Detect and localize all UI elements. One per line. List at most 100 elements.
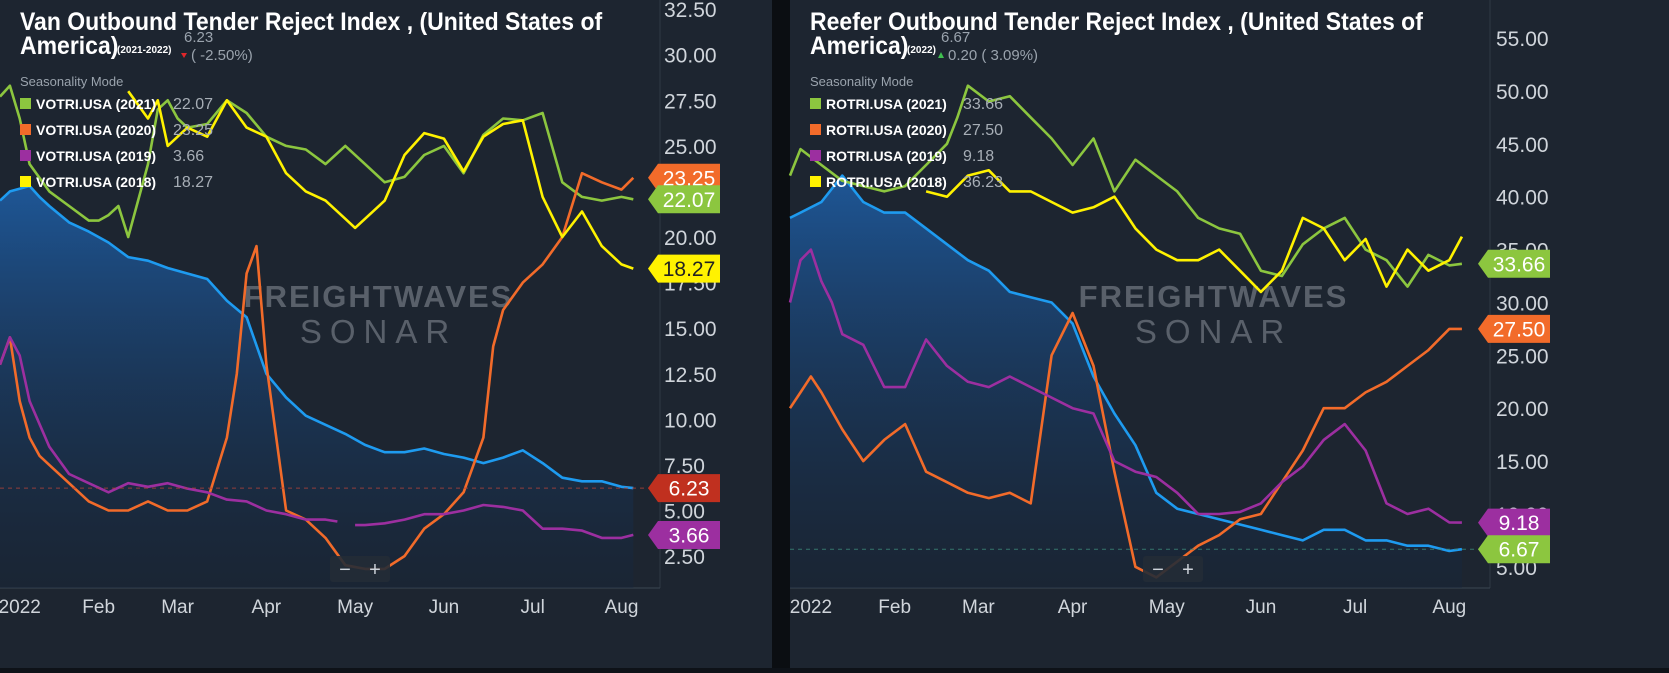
y-tick-label: 15.00: [664, 318, 717, 341]
chart-title-line-2: America): [810, 32, 908, 60]
legend-series-name: ROTRI.USA (2021): [826, 96, 947, 112]
subtitle-range: (2022): [907, 45, 936, 56]
series-line-0: [0, 184, 634, 490]
chart-title-line-1: Reefer Outbound Tender Reject Index , (U…: [810, 8, 1424, 36]
end-value-tag: [648, 185, 720, 214]
legend-series-name: ROTRI.USA (2020): [826, 122, 947, 138]
current-value: 6.67: [941, 29, 970, 46]
end-value-tag: [1478, 249, 1550, 278]
legend-series-name: VOTRI.USA (2018): [36, 174, 156, 190]
x-tick-label: Aug: [1432, 597, 1466, 618]
zoom-out-button[interactable]: −: [339, 559, 351, 581]
y-tick-label: 20.00: [664, 227, 717, 250]
legend-series-value: 18.27: [173, 174, 213, 191]
x-tick-label: Jun: [429, 597, 460, 618]
series-line-1: [788, 84, 1463, 288]
x-tick-label: Jul: [1343, 597, 1367, 618]
series-line-2: [788, 311, 1462, 579]
zoom-out-button[interactable]: −: [1152, 559, 1164, 581]
end-value-tag: [648, 254, 720, 283]
legend-swatch: [810, 98, 821, 109]
legend-series-value: 33.66: [963, 96, 1003, 113]
legend-item[interactable]: VOTRI.USA (2019) 3.66: [20, 148, 204, 165]
y-tick-label: 30.00: [1496, 292, 1549, 315]
y-tick-label: 50.00: [1496, 81, 1549, 104]
legend-series-name: ROTRI.USA (2019): [826, 148, 947, 164]
legend-series-value: 22.07: [173, 96, 213, 113]
y-tick-label: 7.50: [664, 455, 705, 478]
subtitle-range: (2021-2022): [117, 45, 171, 56]
legend-item[interactable]: VOTRI.USA (2021) 22.07: [20, 96, 213, 113]
y-tick-label: 2.50: [664, 546, 705, 569]
legend-series-value: 23.25: [173, 122, 213, 139]
legend-item[interactable]: ROTRI.USA (2019) 9.18: [810, 148, 994, 165]
end-value-tag-label: 6.23: [669, 478, 710, 501]
legend-item[interactable]: VOTRI.USA (2020) 23.25: [20, 122, 213, 139]
y-tick-label: 45.00: [1496, 134, 1549, 157]
chart-title-line-2: America): [20, 32, 118, 60]
y-tick-label: 55.00: [1496, 28, 1549, 51]
end-value-tag: [1478, 314, 1550, 343]
end-value-tag-label: 23.25: [663, 167, 716, 190]
x-tick-label: Feb: [878, 597, 911, 618]
legend-swatch: [20, 150, 31, 161]
y-tick-label: 15.00: [1496, 451, 1549, 474]
chart-title-line-1: Van Outbound Tender Reject Index , (Unit…: [20, 8, 603, 36]
y-tick-label: 12.50: [664, 364, 717, 387]
zoom-controls-bg: [1143, 556, 1203, 582]
x-tick-label: Aug: [605, 597, 639, 618]
legend-item[interactable]: VOTRI.USA (2018) 18.27: [20, 174, 213, 191]
legend-swatch: [810, 124, 821, 135]
end-value-tag-label: 27.50: [1493, 318, 1546, 341]
y-tick-label: 20.00: [1496, 398, 1549, 421]
end-value-tag: [648, 163, 720, 192]
legend-item[interactable]: ROTRI.USA (2021) 33.66: [810, 96, 1003, 113]
zoom-controls-bg: [330, 556, 390, 582]
legend-series-value: 36.23: [963, 174, 1003, 191]
change-value: 0.20 ( 3.09%): [948, 47, 1038, 64]
end-value-tag-label: 9.18: [1499, 512, 1540, 535]
end-value-tag-label: 18.27: [663, 258, 716, 281]
x-tick-label: Jun: [1246, 597, 1277, 618]
watermark-brand: FREIGHTWAVES: [1079, 279, 1349, 314]
x-tick-label: 2022: [0, 597, 41, 618]
legend-swatch: [20, 176, 31, 187]
series-line-2: [0, 171, 635, 571]
series-area-current-year: [790, 175, 1462, 588]
x-tick-label: 2022: [790, 597, 832, 618]
legend-swatch: [20, 124, 31, 135]
y-tick-label: 40.00: [1496, 187, 1549, 210]
x-tick-label: Apr: [1058, 597, 1088, 618]
y-tick-label: 27.50: [664, 90, 717, 113]
series-line-3: [788, 248, 1462, 524]
watermark-product: SONAR: [1135, 313, 1292, 350]
y-tick-label: 30.00: [664, 45, 717, 68]
zoom-controls: − +: [330, 556, 390, 582]
watermark-brand: FREIGHTWAVES: [244, 279, 514, 314]
zoom-in-button[interactable]: +: [1182, 559, 1194, 581]
end-value-tag-label: 3.66: [669, 524, 710, 547]
change-up-icon: [938, 52, 944, 58]
seasonality-mode-label: Seasonality Mode: [810, 74, 913, 89]
y-tick-label: 10.00: [664, 409, 717, 432]
legend-item[interactable]: ROTRI.USA (2020) 27.50: [810, 122, 1003, 139]
y-tick-label: 5.00: [664, 501, 705, 524]
legend-series-name: VOTRI.USA (2021): [36, 96, 156, 112]
x-tick-label: Apr: [252, 597, 282, 618]
series-line-4: [925, 169, 1464, 294]
zoom-in-button[interactable]: +: [369, 559, 381, 581]
legend-swatch: [810, 176, 821, 187]
chart-title: Reefer Outbound Tender Reject Index , (U…: [810, 8, 1424, 60]
end-value-tag-label: 33.66: [1493, 253, 1546, 276]
end-value-tag: [648, 474, 720, 503]
legend-item[interactable]: ROTRI.USA (2018) 36.23: [810, 174, 1003, 191]
x-tick-label: Jul: [521, 597, 545, 618]
legend-series-value: 27.50: [963, 122, 1003, 139]
legend-series-name: VOTRI.USA (2019): [36, 148, 156, 164]
series-line-4: [127, 90, 634, 270]
x-tick-label: Mar: [161, 597, 194, 618]
x-tick-label: Feb: [82, 597, 115, 618]
